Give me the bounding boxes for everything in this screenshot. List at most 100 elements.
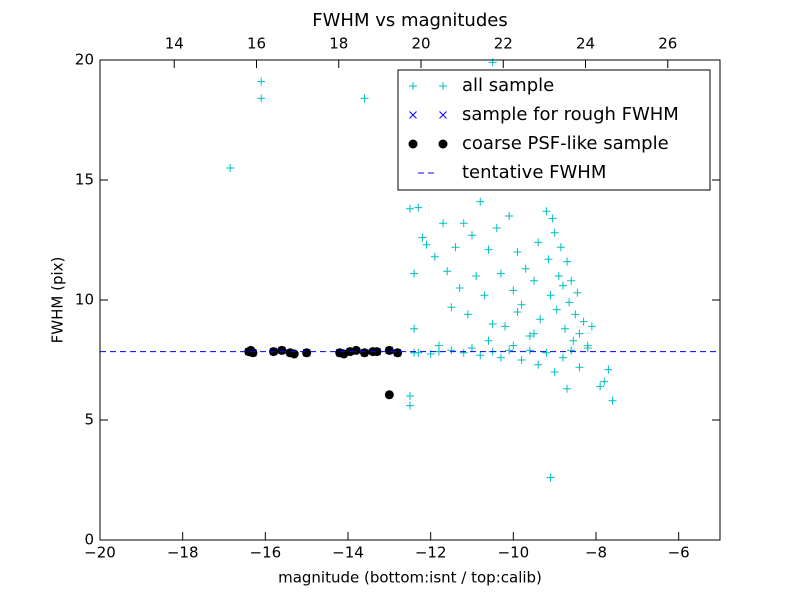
dot-marker xyxy=(302,348,312,358)
plus-marker xyxy=(414,348,423,357)
plus-marker xyxy=(554,272,563,280)
dot-marker xyxy=(246,345,256,355)
plus-marker xyxy=(521,264,530,273)
plus-marker xyxy=(525,332,534,340)
plus-marker xyxy=(596,382,605,391)
plus-marker xyxy=(257,77,266,86)
plus-marker xyxy=(573,288,582,297)
plus-marker xyxy=(406,401,414,410)
legend-label: sample for rough FWHM xyxy=(462,104,679,125)
x-tick-label: −20 xyxy=(84,544,116,562)
plus-marker xyxy=(552,305,561,314)
plus-marker xyxy=(410,324,419,333)
plus-marker xyxy=(513,248,522,256)
plus-marker xyxy=(565,298,574,307)
plus-marker xyxy=(476,197,485,206)
plus-marker xyxy=(575,329,584,338)
plus-marker xyxy=(517,356,526,364)
dot-marker xyxy=(360,348,370,358)
dot-marker xyxy=(289,349,299,359)
plus-marker xyxy=(463,310,472,319)
plus-marker xyxy=(583,344,592,352)
plus-marker xyxy=(501,322,510,331)
plus-marker xyxy=(563,384,572,393)
y-tick-label: 20 xyxy=(75,51,94,69)
plus-marker xyxy=(509,286,518,295)
plus-marker xyxy=(563,257,572,266)
plus-marker xyxy=(530,329,538,338)
plus-marker xyxy=(451,243,460,252)
plot-frame xyxy=(99,59,721,541)
y-tick-label: 15 xyxy=(75,171,94,189)
dot-marker xyxy=(384,390,394,400)
dot-marker xyxy=(372,347,382,357)
plus-marker xyxy=(600,377,609,386)
plus-marker xyxy=(468,231,476,240)
plus-marker xyxy=(410,269,419,278)
plus-marker xyxy=(443,267,452,276)
plus-marker xyxy=(406,204,414,213)
x-tick-label: −10 xyxy=(498,544,530,562)
plus-marker xyxy=(569,336,578,345)
x2-tick-label: 16 xyxy=(247,35,266,53)
plus-marker xyxy=(550,368,559,376)
plus-marker xyxy=(434,341,443,350)
x-tick-label: −14 xyxy=(332,544,364,562)
dot-marker xyxy=(408,139,418,149)
plus-marker xyxy=(439,82,447,90)
dot-marker xyxy=(438,139,448,149)
plus-marker xyxy=(536,315,545,324)
plus-marker xyxy=(472,272,481,280)
plus-marker xyxy=(544,255,553,264)
plus-marker xyxy=(587,322,596,331)
x2-tick-label: 18 xyxy=(329,35,348,53)
plus-marker xyxy=(556,243,565,252)
x-axis-label: magnitude (bottom:isnt / top:calib) xyxy=(278,569,542,587)
plus-marker xyxy=(534,238,543,247)
plus-marker xyxy=(548,214,557,223)
plus-marker xyxy=(546,291,555,300)
x2-tick-label: 26 xyxy=(658,35,677,53)
plus-marker xyxy=(430,252,439,261)
plus-marker xyxy=(550,228,559,237)
plus-marker xyxy=(480,291,489,300)
x2-tick-label: 24 xyxy=(576,35,595,53)
plus-marker xyxy=(604,365,613,374)
plus-marker xyxy=(505,212,514,220)
dot-marker xyxy=(393,348,403,358)
plus-marker xyxy=(447,303,456,312)
x2-tick-label: 14 xyxy=(165,35,184,53)
plus-marker xyxy=(422,240,431,249)
x-marker xyxy=(409,111,417,119)
plus-marker xyxy=(418,233,427,242)
plus-marker xyxy=(608,396,617,405)
plus-marker xyxy=(513,308,522,316)
y-axis-label: FWHM (pix) xyxy=(49,257,67,344)
x2-tick-label: 20 xyxy=(411,35,430,53)
plus-marker xyxy=(542,348,551,357)
x2-tick-label: 22 xyxy=(494,35,513,53)
plus-marker xyxy=(484,245,493,254)
plus-marker xyxy=(579,317,588,326)
plus-marker xyxy=(360,94,369,103)
plus-marker xyxy=(525,346,534,355)
plus-marker xyxy=(567,346,576,355)
plus-marker xyxy=(455,284,464,292)
plus-marker xyxy=(546,473,555,482)
plus-marker xyxy=(459,348,468,357)
legend-label: tentative FWHM xyxy=(462,162,606,183)
y-tick-label: 10 xyxy=(75,291,94,309)
plus-marker xyxy=(488,320,497,328)
x-tick-label: −18 xyxy=(167,544,199,562)
dot-marker xyxy=(277,345,287,355)
plus-marker xyxy=(571,310,580,319)
plus-marker xyxy=(561,324,569,333)
plus-marker xyxy=(505,346,514,355)
plus-marker xyxy=(517,300,526,309)
legend-label: coarse PSF-like sample xyxy=(462,133,669,154)
dot-marker xyxy=(384,345,394,355)
plus-marker xyxy=(558,281,567,290)
plus-marker xyxy=(484,336,493,345)
plus-marker xyxy=(567,276,576,285)
